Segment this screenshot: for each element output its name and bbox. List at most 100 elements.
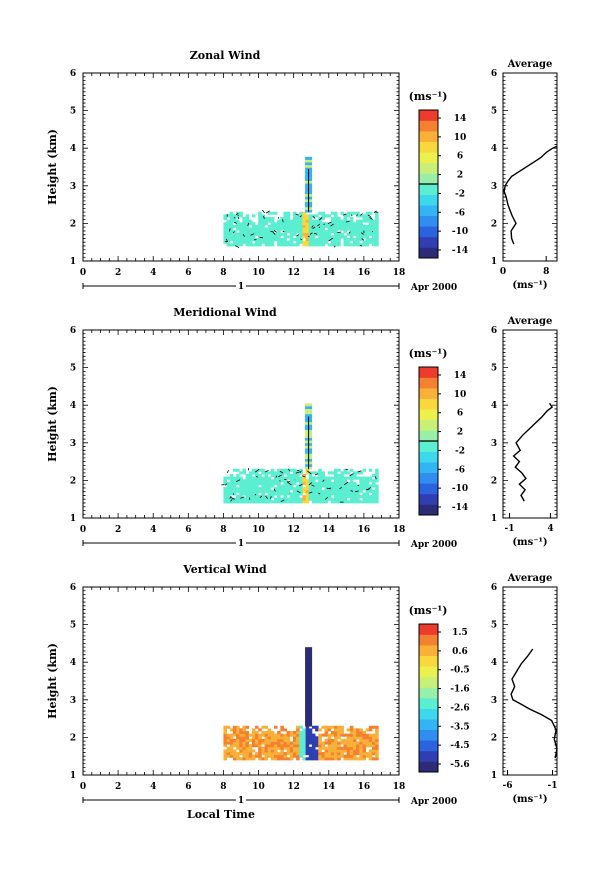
heatmap-cell [349, 230, 354, 234]
heatmap-cell [311, 476, 316, 480]
date-axis-end-ticks [82, 540, 400, 546]
heatmap-cell [277, 474, 281, 478]
heatmap-cell [305, 733, 310, 737]
heatmap-cell [286, 500, 291, 504]
heatmap-cell [327, 235, 332, 239]
heatmap-cell [368, 741, 373, 745]
heatmap-cell [248, 230, 253, 234]
heatmap-cell [296, 476, 300, 480]
heatmap-cell [308, 219, 313, 223]
heatmap-cell [248, 484, 253, 488]
heatmap-cell [248, 492, 253, 496]
heatmap-cell [229, 746, 234, 750]
heatmap-cell [226, 489, 231, 493]
heatmap-cell [305, 725, 310, 729]
heatmap-cell [337, 736, 341, 740]
heatmap-cell [236, 224, 240, 228]
average-x-tick-label: -6 [503, 781, 513, 791]
date-day-label: 1 [238, 796, 244, 806]
heatmap-cell [261, 481, 265, 485]
heatmap-cell [274, 752, 278, 756]
heatmap-cell [258, 224, 262, 228]
heatmap-cell [330, 230, 335, 234]
heatmap-cell [242, 497, 246, 501]
heatmap-cell [232, 725, 237, 729]
heatmap-cell [245, 484, 250, 488]
heatmap-cell [248, 232, 253, 236]
axis-ticks [82, 72, 400, 262]
heatmap-cell [248, 495, 253, 499]
heatmap-cell [302, 741, 307, 745]
heatmap-cell [308, 489, 313, 493]
heatmap-cell [371, 757, 376, 761]
heatmap-cell [236, 240, 240, 244]
average-y-tick-label: 6 [491, 583, 497, 593]
heatmap-cell [277, 219, 281, 223]
heatmap-cell [337, 479, 341, 483]
colorbar-tick-label: -2 [455, 189, 465, 199]
heatmap-cell [283, 754, 288, 758]
heatmap-cell [258, 500, 262, 504]
heatmap-cell [343, 217, 348, 221]
heatmap-cell [261, 752, 265, 756]
heatmap-cell [255, 744, 259, 748]
colorbar-swatch [419, 740, 438, 752]
heatmap-cell [318, 754, 322, 758]
heatmap-cell [226, 238, 231, 242]
heatmap-cell [368, 733, 373, 737]
heatmap-cell [232, 738, 237, 742]
heatmap-cell [359, 219, 363, 223]
colorbar-swatch [419, 750, 438, 762]
heatmap-cell [353, 487, 357, 491]
heatmap-cell [330, 471, 335, 475]
heatmap-cell [365, 487, 370, 491]
heatmap-cell [308, 484, 313, 488]
heatmap-cell [248, 749, 253, 753]
heatmap-cell [343, 497, 348, 501]
heatmap-cell [346, 219, 351, 223]
heatmap-cell [255, 230, 259, 234]
heatmap-cell [365, 495, 370, 499]
heatmap-cell [340, 476, 344, 480]
heatmap-cell [229, 222, 234, 226]
heatmap-cell [229, 243, 234, 247]
heatmap-cell [232, 219, 237, 223]
heatmap-cell [267, 217, 272, 221]
heatmap-cell [299, 744, 303, 748]
heatmap-cell [258, 736, 262, 740]
colorbar-swatch [419, 141, 438, 153]
heatmap-cell [315, 752, 319, 756]
heatmap-cell [324, 728, 329, 732]
heatmap-cell [296, 222, 300, 226]
heatmap-cell [371, 481, 376, 485]
heatmap-cell [346, 484, 351, 488]
heatmap-cell [353, 497, 357, 501]
colorbar-swatch [419, 398, 438, 410]
heatmap-cell [229, 487, 234, 491]
heatmap-cell [337, 749, 341, 753]
heatmap-cell [311, 725, 316, 729]
heatmap-cell [359, 484, 363, 488]
heatmap-cell [334, 214, 338, 218]
heatmap-cell [245, 497, 250, 501]
heatmap-cell [239, 728, 243, 732]
heatmap-cell [302, 481, 307, 485]
heatmap-cell [305, 156, 313, 160]
heatmap-cell [308, 731, 313, 735]
x-tick-label: 18 [393, 268, 406, 278]
heatmap-cell [327, 243, 332, 247]
heatmap-cell [321, 492, 325, 496]
heatmap-cell [334, 731, 338, 735]
heatmap-cell [349, 741, 354, 745]
heatmap-cell [302, 222, 307, 226]
colorbar-swatch [419, 708, 438, 720]
colorbar-swatch [419, 131, 438, 143]
heatmap-cell [267, 744, 272, 748]
heatmap-cell [296, 487, 300, 491]
heatmap-cell [359, 243, 363, 247]
heatmap-cell [296, 214, 300, 218]
heatmap-cell [356, 227, 360, 231]
heatmap-cell [311, 238, 316, 242]
panel-title: Zonal Wind [190, 49, 261, 62]
